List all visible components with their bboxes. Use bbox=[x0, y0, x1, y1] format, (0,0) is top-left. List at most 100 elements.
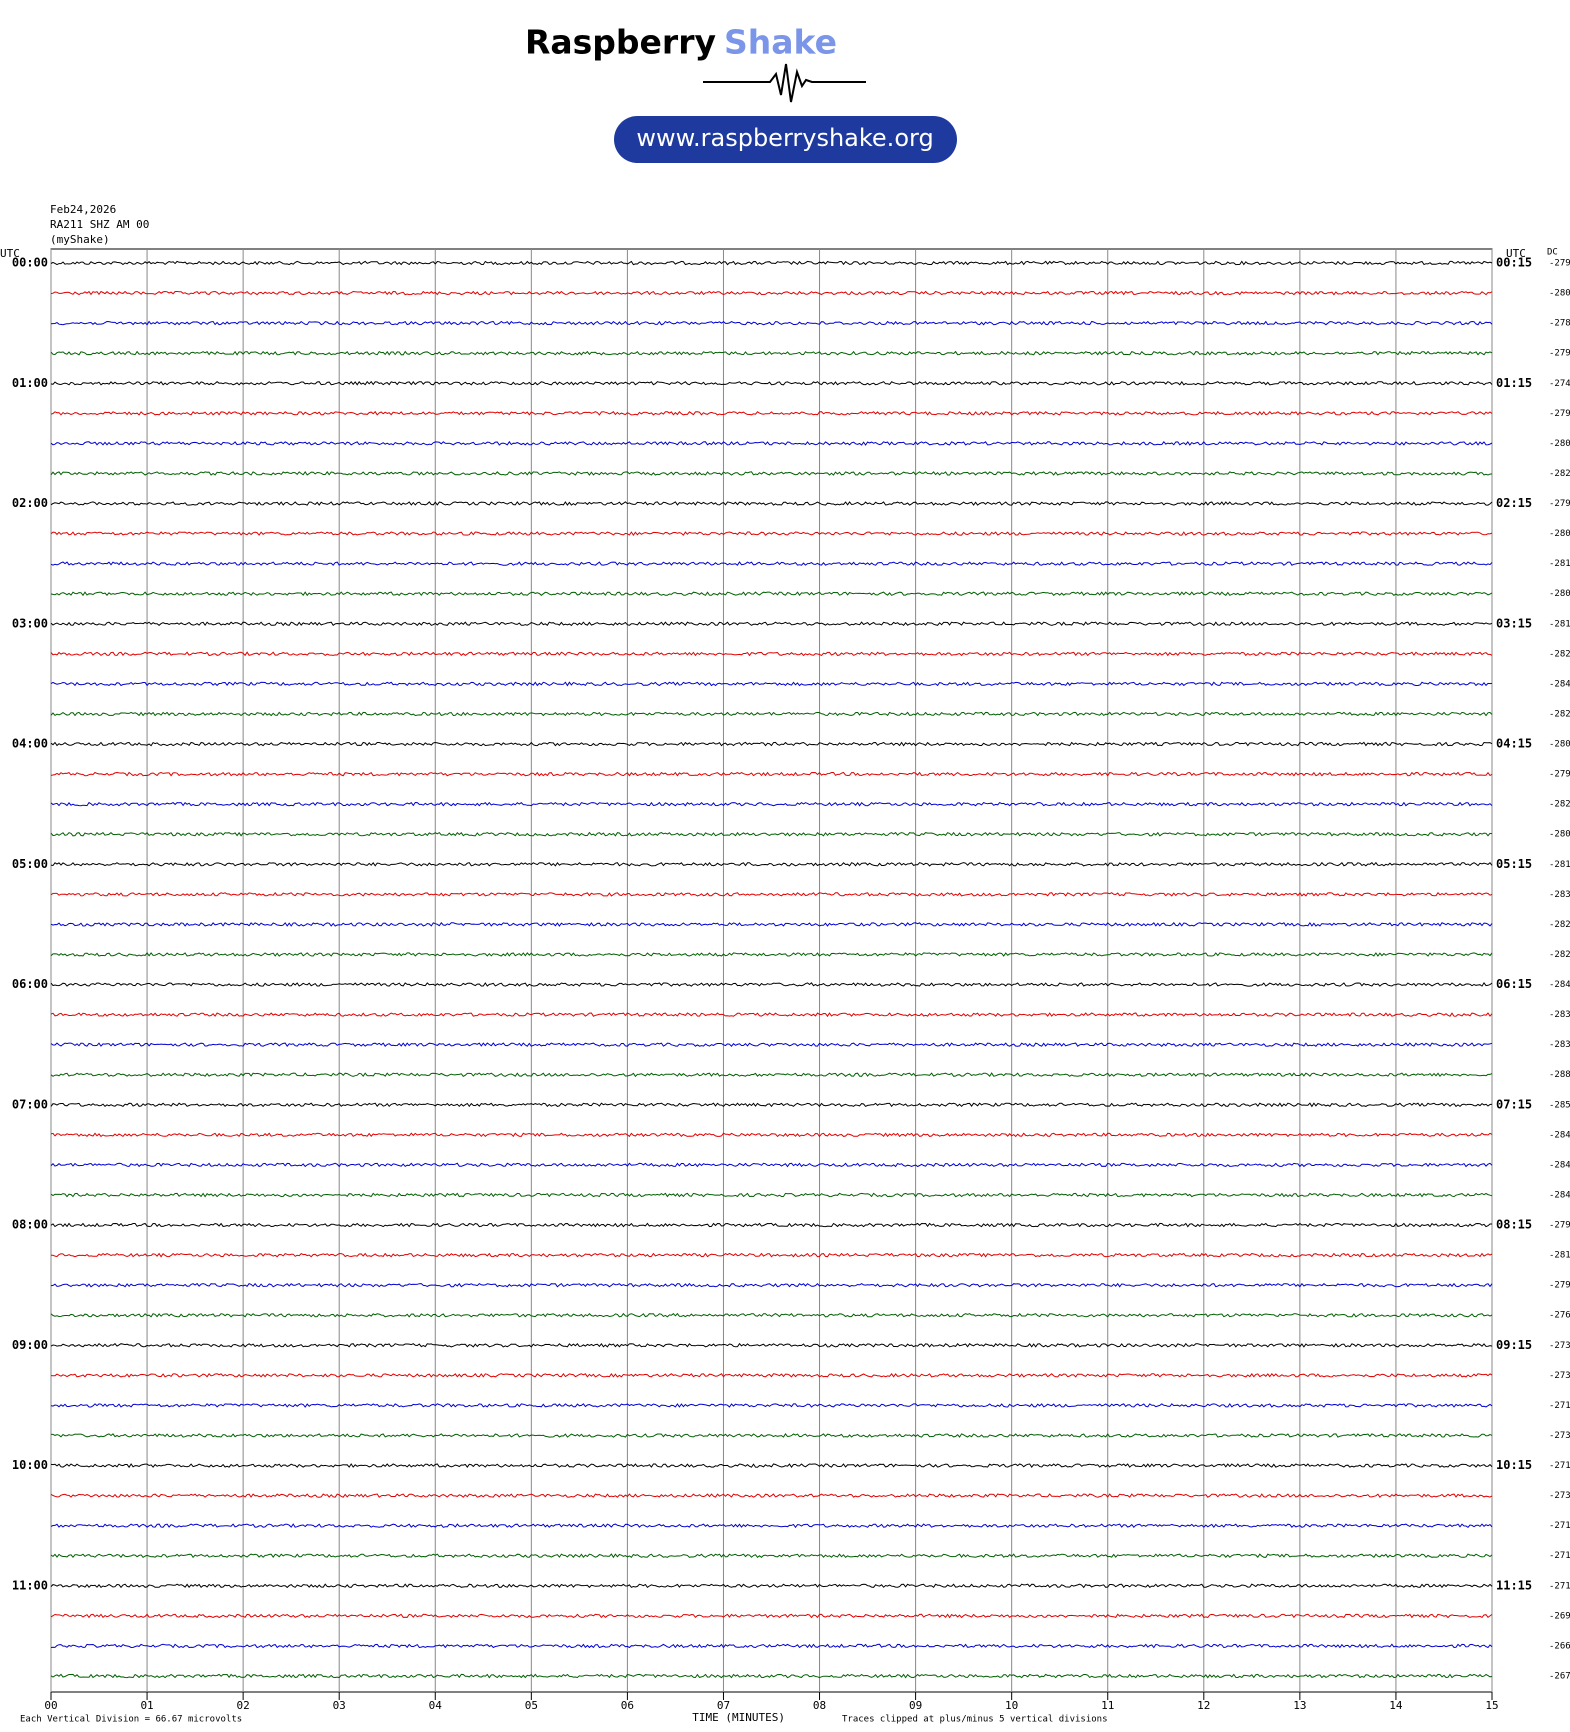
trace bbox=[50, 952, 1493, 957]
x-tick-label: 03 bbox=[333, 1699, 346, 1712]
dc-value: -273 bbox=[1549, 1491, 1570, 1501]
left-row-label: 09:00 bbox=[12, 1338, 48, 1352]
trace bbox=[50, 1613, 1493, 1619]
right-row-label: 10:15 bbox=[1496, 1458, 1532, 1472]
x-tick-label: 07 bbox=[717, 1699, 730, 1712]
x-tick-label: 08 bbox=[813, 1699, 826, 1712]
dc-value: -279 bbox=[1549, 259, 1570, 269]
brand-accent: Shake bbox=[724, 23, 837, 62]
right-row-label: 01:15 bbox=[1496, 376, 1532, 390]
right-row-label: 00:15 bbox=[1496, 256, 1532, 270]
trace bbox=[50, 1102, 1493, 1108]
trace bbox=[50, 290, 1493, 296]
dc-value: -267 bbox=[1549, 1672, 1570, 1682]
dc-value: -284 bbox=[1549, 679, 1570, 689]
trace bbox=[50, 260, 1493, 266]
dc-value: -279 bbox=[1549, 409, 1570, 419]
left-axis-label: UTC bbox=[0, 247, 20, 260]
left-row-label: 05:00 bbox=[12, 857, 48, 871]
dc-value: -282 bbox=[1549, 950, 1570, 960]
x-tick-label: 04 bbox=[429, 1699, 443, 1712]
right-row-label: 09:15 bbox=[1496, 1338, 1532, 1352]
trace bbox=[50, 741, 1493, 747]
trace bbox=[50, 1222, 1492, 1228]
trace bbox=[50, 1523, 1493, 1529]
left-row-label: 04:00 bbox=[12, 737, 48, 751]
scale-note: Each Vertical Division = 66.67 microvolt… bbox=[20, 1715, 242, 1725]
x-tick-label: 12 bbox=[1197, 1699, 1210, 1712]
dc-value: -278 bbox=[1549, 319, 1570, 329]
trace bbox=[50, 591, 1493, 597]
network: (myShake) bbox=[50, 233, 110, 246]
trace bbox=[51, 1433, 1493, 1438]
trace bbox=[50, 921, 1493, 927]
x-tick-label: 09 bbox=[909, 1699, 922, 1712]
dc-value: -280 bbox=[1549, 830, 1570, 840]
trace bbox=[50, 471, 1493, 476]
dc-value: -282 bbox=[1549, 469, 1570, 479]
dc-value: -284 bbox=[1549, 1190, 1570, 1200]
trace bbox=[50, 1162, 1493, 1168]
dc-value: -281 bbox=[1549, 559, 1570, 569]
dc-value: -283 bbox=[1549, 1010, 1570, 1020]
trace bbox=[50, 1553, 1493, 1559]
dc-value: -273 bbox=[1549, 1371, 1570, 1381]
trace bbox=[50, 1372, 1493, 1378]
trace bbox=[50, 1643, 1493, 1649]
right-row-label: 04:15 bbox=[1496, 737, 1532, 751]
left-row-label: 03:00 bbox=[12, 616, 48, 630]
left-row-label: 02:00 bbox=[12, 496, 48, 510]
left-row-label: 11:00 bbox=[12, 1578, 48, 1592]
right-row-label: 02:15 bbox=[1496, 496, 1532, 510]
trace bbox=[51, 1252, 1493, 1258]
right-row-label: 05:15 bbox=[1496, 857, 1532, 871]
left-row-label: 01:00 bbox=[12, 376, 48, 390]
trace bbox=[50, 531, 1493, 536]
dc-value: -279 bbox=[1549, 770, 1570, 780]
trace bbox=[50, 801, 1493, 807]
trace bbox=[50, 771, 1493, 777]
trace bbox=[50, 380, 1493, 386]
trace bbox=[50, 1342, 1493, 1348]
left-row-label: 00:00 bbox=[12, 256, 48, 270]
right-axis-label: UTC bbox=[1506, 247, 1526, 260]
trace bbox=[50, 1673, 1493, 1679]
trace bbox=[50, 320, 1493, 326]
dc-value: -281 bbox=[1549, 1251, 1570, 1261]
dc-value: -274 bbox=[1549, 379, 1570, 389]
dc-value: -284 bbox=[1549, 1160, 1570, 1170]
trace bbox=[50, 1012, 1493, 1018]
trace bbox=[50, 1042, 1493, 1048]
x-tick-label: 15 bbox=[1485, 1699, 1498, 1712]
right-row-label: 07:15 bbox=[1496, 1097, 1532, 1111]
trace bbox=[50, 501, 1493, 506]
dc-value: -271 bbox=[1549, 1521, 1570, 1531]
x-tick-label: 10 bbox=[1005, 1699, 1018, 1712]
trace bbox=[50, 1583, 1493, 1589]
dc-value: -284 bbox=[1549, 1130, 1570, 1140]
logo-wave bbox=[703, 63, 866, 103]
x-tick-label: 13 bbox=[1293, 1699, 1306, 1712]
dc-value: -273 bbox=[1549, 1431, 1570, 1441]
dc-value: -280 bbox=[1549, 740, 1570, 750]
right-row-label: 03:15 bbox=[1496, 616, 1532, 630]
trace bbox=[50, 410, 1493, 416]
left-row-label: 06:00 bbox=[12, 977, 48, 991]
right-row-label: 08:15 bbox=[1496, 1218, 1532, 1232]
x-axis-label: TIME (MINUTES) bbox=[692, 1711, 785, 1724]
trace bbox=[50, 1072, 1493, 1078]
dc-value: -271 bbox=[1549, 1551, 1570, 1561]
dc-value: -279 bbox=[1549, 1221, 1570, 1231]
dc-value: -282 bbox=[1549, 709, 1570, 719]
clip-note: Traces clipped at plus/minus 5 vertical … bbox=[842, 1715, 1108, 1725]
trace bbox=[50, 350, 1493, 356]
brand: Raspberry bbox=[525, 23, 716, 62]
url: www.raspberryshake.org bbox=[636, 124, 933, 152]
x-tick-label: 06 bbox=[621, 1699, 634, 1712]
x-tick-label: 00 bbox=[44, 1699, 57, 1712]
left-row-label: 08:00 bbox=[12, 1218, 48, 1232]
dc-value: -271 bbox=[1549, 1401, 1570, 1411]
trace bbox=[50, 711, 1493, 717]
date: Feb24,2026 bbox=[50, 203, 116, 216]
dc-value: -285 bbox=[1549, 1100, 1570, 1110]
